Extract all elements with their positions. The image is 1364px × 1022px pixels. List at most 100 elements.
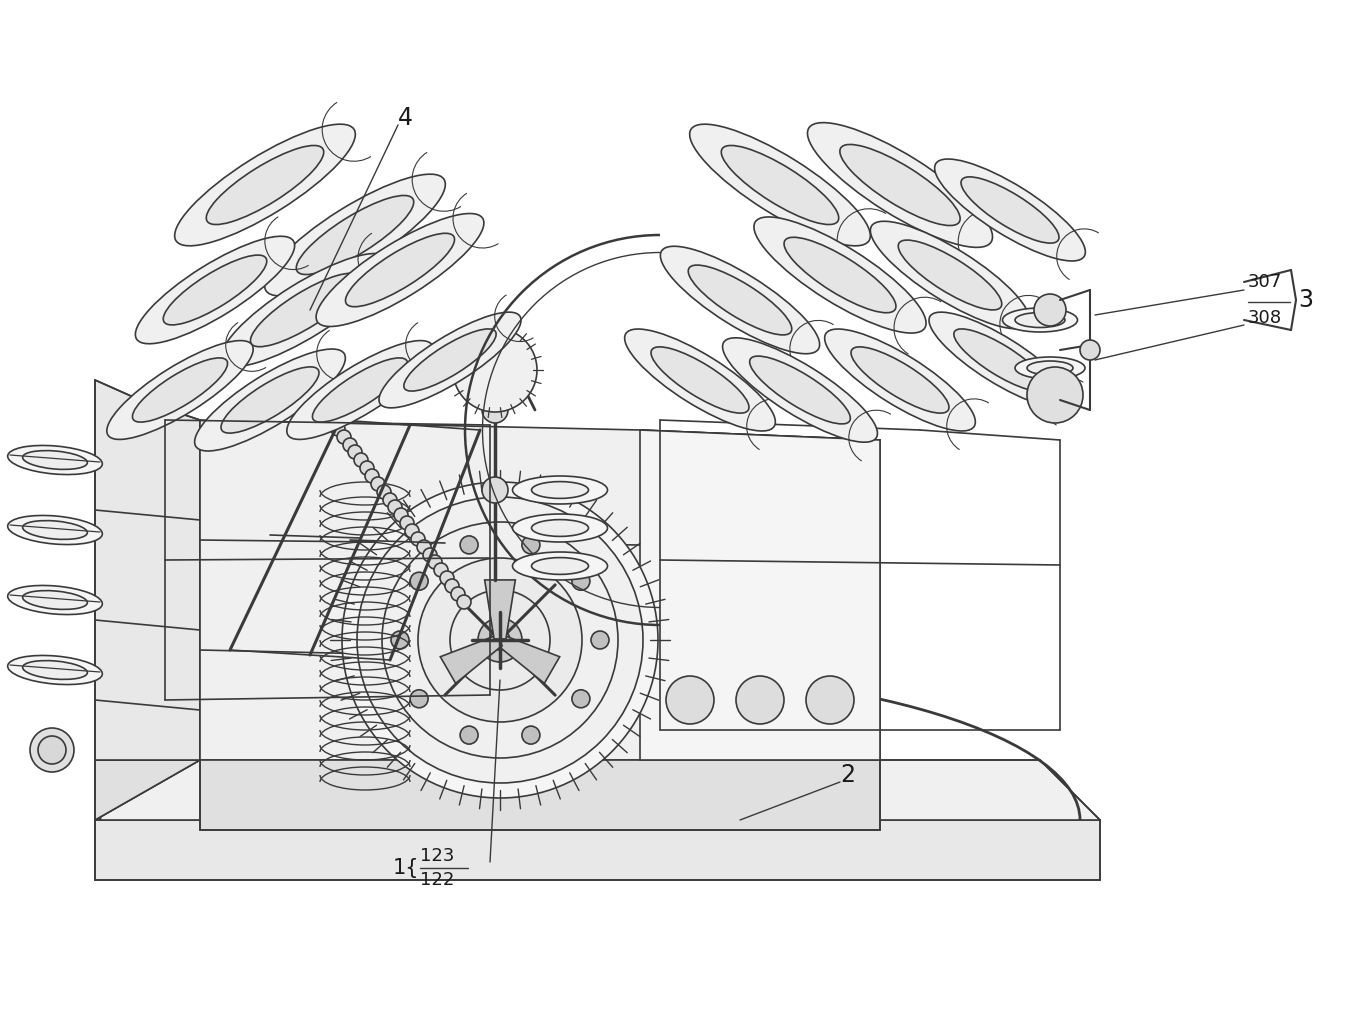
Circle shape xyxy=(411,532,426,546)
Ellipse shape xyxy=(513,514,607,542)
Ellipse shape xyxy=(345,233,454,307)
Circle shape xyxy=(572,690,589,708)
Circle shape xyxy=(737,676,784,724)
Circle shape xyxy=(376,485,391,499)
Ellipse shape xyxy=(312,358,408,422)
Ellipse shape xyxy=(532,558,588,574)
Text: 3: 3 xyxy=(1299,288,1314,312)
Ellipse shape xyxy=(953,329,1046,391)
Circle shape xyxy=(445,579,460,593)
Circle shape xyxy=(342,438,357,452)
Ellipse shape xyxy=(106,340,254,439)
Circle shape xyxy=(460,726,479,744)
Ellipse shape xyxy=(651,346,749,413)
Ellipse shape xyxy=(135,236,295,343)
Ellipse shape xyxy=(379,312,521,408)
Circle shape xyxy=(417,558,582,722)
Circle shape xyxy=(434,563,447,577)
Ellipse shape xyxy=(723,338,877,443)
Circle shape xyxy=(481,397,507,423)
Circle shape xyxy=(806,676,854,724)
Circle shape xyxy=(411,572,428,591)
Circle shape xyxy=(411,690,428,708)
Circle shape xyxy=(314,398,327,412)
Circle shape xyxy=(451,587,465,601)
Polygon shape xyxy=(441,636,502,684)
Ellipse shape xyxy=(1027,361,1073,375)
Ellipse shape xyxy=(840,144,960,226)
Ellipse shape xyxy=(899,240,1001,310)
Polygon shape xyxy=(95,760,201,820)
Polygon shape xyxy=(95,820,1099,880)
Ellipse shape xyxy=(164,256,267,325)
Circle shape xyxy=(321,406,334,420)
Circle shape xyxy=(477,618,522,662)
Circle shape xyxy=(303,383,316,397)
Circle shape xyxy=(342,482,657,798)
Polygon shape xyxy=(95,760,1099,820)
Circle shape xyxy=(481,477,507,503)
Ellipse shape xyxy=(23,520,87,540)
Ellipse shape xyxy=(8,586,102,614)
Ellipse shape xyxy=(221,253,389,367)
Circle shape xyxy=(366,469,379,483)
Circle shape xyxy=(355,453,368,467)
Text: 1{: 1{ xyxy=(393,858,420,878)
Text: 123: 123 xyxy=(420,847,454,865)
Circle shape xyxy=(1080,340,1099,360)
Ellipse shape xyxy=(195,350,345,451)
Ellipse shape xyxy=(251,273,360,346)
Circle shape xyxy=(405,524,419,538)
Ellipse shape xyxy=(929,312,1071,408)
Circle shape xyxy=(572,572,589,591)
Text: 308: 308 xyxy=(1248,309,1282,327)
Ellipse shape xyxy=(1015,313,1065,327)
Circle shape xyxy=(522,726,540,744)
Circle shape xyxy=(423,548,436,562)
Circle shape xyxy=(30,728,74,772)
Text: 307: 307 xyxy=(1248,273,1282,291)
Ellipse shape xyxy=(513,476,607,504)
Ellipse shape xyxy=(316,214,484,326)
Polygon shape xyxy=(498,636,559,684)
Ellipse shape xyxy=(722,145,839,225)
Ellipse shape xyxy=(23,591,87,609)
Circle shape xyxy=(400,516,415,530)
Ellipse shape xyxy=(23,451,87,469)
Ellipse shape xyxy=(296,195,413,275)
Circle shape xyxy=(357,497,642,783)
Ellipse shape xyxy=(870,221,1030,329)
Circle shape xyxy=(387,500,402,514)
Circle shape xyxy=(1027,367,1083,423)
Polygon shape xyxy=(201,420,880,760)
Circle shape xyxy=(331,422,345,436)
Ellipse shape xyxy=(660,246,820,354)
Ellipse shape xyxy=(206,145,323,225)
Circle shape xyxy=(457,595,471,609)
Circle shape xyxy=(1034,294,1067,326)
Circle shape xyxy=(391,631,409,649)
Ellipse shape xyxy=(807,123,993,247)
Circle shape xyxy=(308,390,322,404)
Circle shape xyxy=(325,414,340,428)
Ellipse shape xyxy=(8,515,102,545)
Circle shape xyxy=(38,736,65,764)
Ellipse shape xyxy=(532,481,588,499)
Ellipse shape xyxy=(286,340,434,439)
Ellipse shape xyxy=(1003,308,1078,332)
Ellipse shape xyxy=(175,124,356,246)
Circle shape xyxy=(383,493,397,507)
Ellipse shape xyxy=(23,660,87,680)
Ellipse shape xyxy=(132,358,228,422)
Circle shape xyxy=(490,630,510,650)
Polygon shape xyxy=(640,430,880,760)
Circle shape xyxy=(337,430,351,444)
Ellipse shape xyxy=(962,177,1058,243)
Text: 4: 4 xyxy=(398,106,413,130)
Ellipse shape xyxy=(689,265,791,335)
Ellipse shape xyxy=(934,159,1086,261)
Ellipse shape xyxy=(625,329,775,431)
Circle shape xyxy=(591,631,608,649)
Circle shape xyxy=(360,461,374,475)
Ellipse shape xyxy=(784,237,896,313)
